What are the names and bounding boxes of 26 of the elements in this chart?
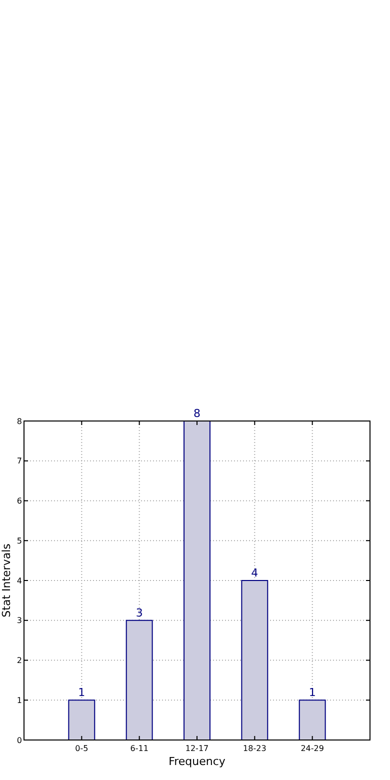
bar: [241, 580, 268, 740]
y-tick-label: 6: [16, 496, 22, 506]
bar: [68, 700, 96, 740]
data-label: 8: [194, 407, 200, 420]
y-tick-label: 0: [16, 736, 22, 745]
data-label: 4: [251, 566, 258, 580]
x-axis-title: Frequency: [168, 755, 226, 768]
y-tick-label: 5: [16, 536, 22, 546]
x-tick-label: 18-23: [243, 744, 266, 753]
y-tick-label: 2: [16, 656, 22, 666]
data-label: 1: [78, 686, 86, 700]
bar: [126, 620, 153, 740]
y-tick-label: 8: [16, 416, 22, 426]
y-tick-label: 3: [16, 616, 22, 626]
y-axis-title: Stat Intervals: [0, 543, 13, 618]
x-tick-label: 24-29: [300, 744, 324, 753]
y-tick-label: 1: [16, 696, 22, 705]
x-tick-label: 0-5: [75, 744, 88, 753]
data-label: 3: [136, 606, 143, 620]
data-label: 1: [308, 686, 316, 700]
bar: [298, 700, 326, 740]
x-tick-label: 6-11: [130, 744, 148, 753]
x-tick-label: 12-17: [185, 744, 209, 753]
y-tick-label: 4: [16, 576, 22, 586]
bar: [184, 420, 210, 740]
y-tick-label: 7: [16, 456, 22, 466]
